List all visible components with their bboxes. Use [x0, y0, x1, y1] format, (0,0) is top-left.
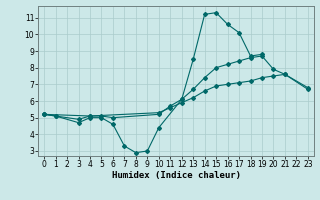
- X-axis label: Humidex (Indice chaleur): Humidex (Indice chaleur): [111, 171, 241, 180]
